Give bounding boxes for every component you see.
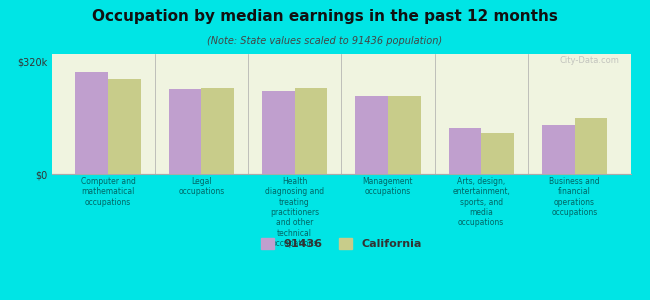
Text: City-Data.com: City-Data.com [559, 56, 619, 65]
Legend: 91436, California: 91436, California [255, 232, 427, 255]
Bar [542, 124, 575, 174]
Bar [294, 88, 327, 174]
Bar [448, 128, 481, 174]
Text: Occupation by median earnings in the past 12 months: Occupation by median earnings in the pas… [92, 9, 558, 24]
Bar [168, 89, 202, 174]
Bar [75, 72, 108, 174]
Bar [575, 118, 607, 174]
Bar [481, 134, 514, 174]
Bar [108, 79, 140, 174]
Text: (Note: State values scaled to 91436 population): (Note: State values scaled to 91436 popu… [207, 36, 443, 46]
Bar [388, 96, 421, 174]
Bar [262, 91, 294, 174]
Bar [356, 96, 388, 174]
Bar [202, 88, 234, 174]
